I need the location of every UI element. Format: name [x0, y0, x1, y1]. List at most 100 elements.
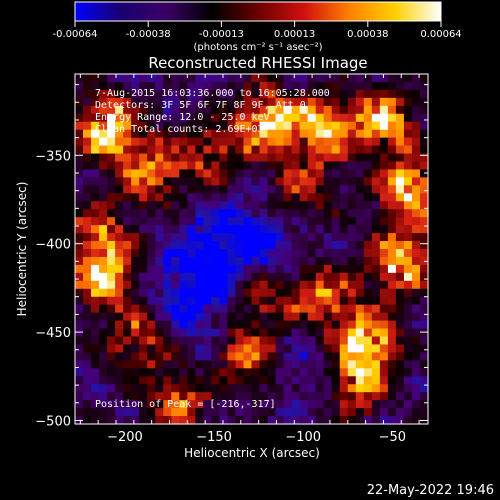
- heatmap-cell: [419, 408, 429, 417]
- heatmap-cell: [355, 320, 365, 330]
- heatmap-cell: [195, 129, 204, 139]
- heatmap-cell: [235, 249, 245, 258]
- heatmap-cell: [283, 249, 293, 258]
- heatmap-cell: [323, 105, 333, 115]
- heatmap-cell: [219, 352, 229, 361]
- heatmap-cell: [363, 137, 373, 147]
- heatmap-cell: [267, 129, 277, 139]
- heatmap-cell: [315, 74, 325, 83]
- heatmap-cell: [323, 241, 333, 250]
- heatmap-cell: [227, 280, 237, 290]
- heatmap-cell: [139, 256, 148, 266]
- heatmap-cell: [83, 392, 92, 401]
- heatmap-cell: [267, 209, 277, 218]
- heatmap-cell: [171, 384, 180, 393]
- heatmap-cell: [307, 185, 317, 194]
- heatmap-cell: [83, 177, 92, 186]
- heatmap-cell: [355, 256, 365, 266]
- heatmap-cell: [155, 145, 164, 155]
- heatmap-cell: [275, 312, 285, 322]
- heatmap-cell: [123, 169, 132, 178]
- heatmap-cell: [259, 328, 269, 338]
- heatmap-cell: [291, 272, 301, 282]
- observation-info-line: Detectors: 3F 5F 6F 7F 8F 9F, Att 0: [95, 100, 306, 111]
- generation-timestamp: 22-May-2022 19:46: [367, 483, 494, 498]
- heatmap-cell: [235, 145, 245, 155]
- heatmap-cell: [163, 121, 172, 131]
- heatmap-cell: [355, 384, 365, 393]
- heatmap-cell: [347, 312, 357, 322]
- heatmap-cell: [379, 193, 389, 202]
- heatmap-cell: [243, 177, 253, 186]
- heatmap-cell: [267, 97, 277, 107]
- heatmap-cell: [107, 145, 116, 155]
- heatmap-cell: [179, 81, 188, 91]
- heatmap-cell: [107, 376, 116, 385]
- heatmap-cell: [99, 249, 108, 258]
- heatmap-cell: [371, 145, 381, 155]
- heatmap-cell: [211, 344, 221, 353]
- heatmap-cell: [107, 97, 116, 107]
- heatmap-cell: [123, 97, 132, 107]
- heatmap-cell: [155, 89, 164, 99]
- heatmap-cell: [395, 384, 405, 393]
- heatmap-cell: [91, 145, 100, 155]
- heatmap-cell: [307, 193, 317, 202]
- heatmap-cell: [331, 256, 341, 266]
- heatmap-cell: [123, 264, 132, 274]
- heatmap-cell: [107, 352, 116, 361]
- heatmap-cell: [99, 193, 108, 202]
- heatmap-cell: [323, 201, 333, 210]
- heatmap-cell: [155, 74, 164, 83]
- heatmap-cell: [283, 296, 293, 306]
- heatmap-cell: [339, 121, 349, 131]
- heatmap-cell: [219, 408, 229, 417]
- heatmap-cell: [171, 352, 180, 361]
- heatmap-cell: [323, 193, 333, 202]
- heatmap-cell: [371, 304, 381, 314]
- heatmap-cell: [315, 344, 325, 353]
- heatmap-cell: [115, 217, 124, 226]
- heatmap-cell: [219, 264, 229, 274]
- heatmap-cell: [147, 256, 156, 266]
- heatmap-cell: [219, 217, 229, 226]
- heatmap-cell: [131, 344, 140, 353]
- heatmap-cell: [187, 225, 196, 234]
- heatmap-cell: [267, 249, 277, 258]
- heatmap-cell: [147, 153, 156, 163]
- heatmap-cell: [195, 328, 204, 338]
- heatmap-cell: [123, 272, 132, 282]
- heatmap-cell: [419, 137, 429, 147]
- heatmap-cell: [123, 392, 132, 401]
- heatmap-cell: [123, 177, 132, 186]
- heatmap-cell: [123, 201, 132, 210]
- heatmap-cell: [179, 416, 188, 425]
- heatmap-cell: [179, 217, 188, 226]
- heatmap-cell: [403, 113, 413, 123]
- heatmap-cell: [243, 113, 253, 123]
- heatmap-cell: [139, 392, 148, 401]
- heatmap-cell: [235, 392, 245, 401]
- heatmap-cell: [171, 74, 180, 83]
- heatmap-cell: [179, 145, 188, 155]
- heatmap-cell: [267, 336, 277, 346]
- heatmap-cell: [339, 185, 349, 194]
- heatmap-cell: [251, 185, 261, 194]
- heatmap-cell: [131, 288, 140, 298]
- heatmap-cell: [347, 153, 357, 163]
- heatmap-cell: [379, 161, 389, 171]
- heatmap-cell: [107, 249, 116, 258]
- heatmap-cell: [331, 105, 341, 115]
- heatmap-cell: [307, 145, 317, 155]
- heatmap-cell: [115, 137, 124, 147]
- heatmap-cell: [387, 185, 397, 194]
- heatmap-cell: [99, 288, 108, 298]
- heatmap-cell: [107, 89, 116, 99]
- heatmap-cell: [195, 137, 204, 147]
- heatmap-cell: [371, 105, 381, 115]
- heatmap-cell: [387, 256, 397, 266]
- heatmap-cell: [227, 81, 237, 91]
- heatmap-cell: [99, 368, 108, 377]
- heatmap-cell: [195, 217, 204, 226]
- heatmap-cell: [395, 241, 405, 250]
